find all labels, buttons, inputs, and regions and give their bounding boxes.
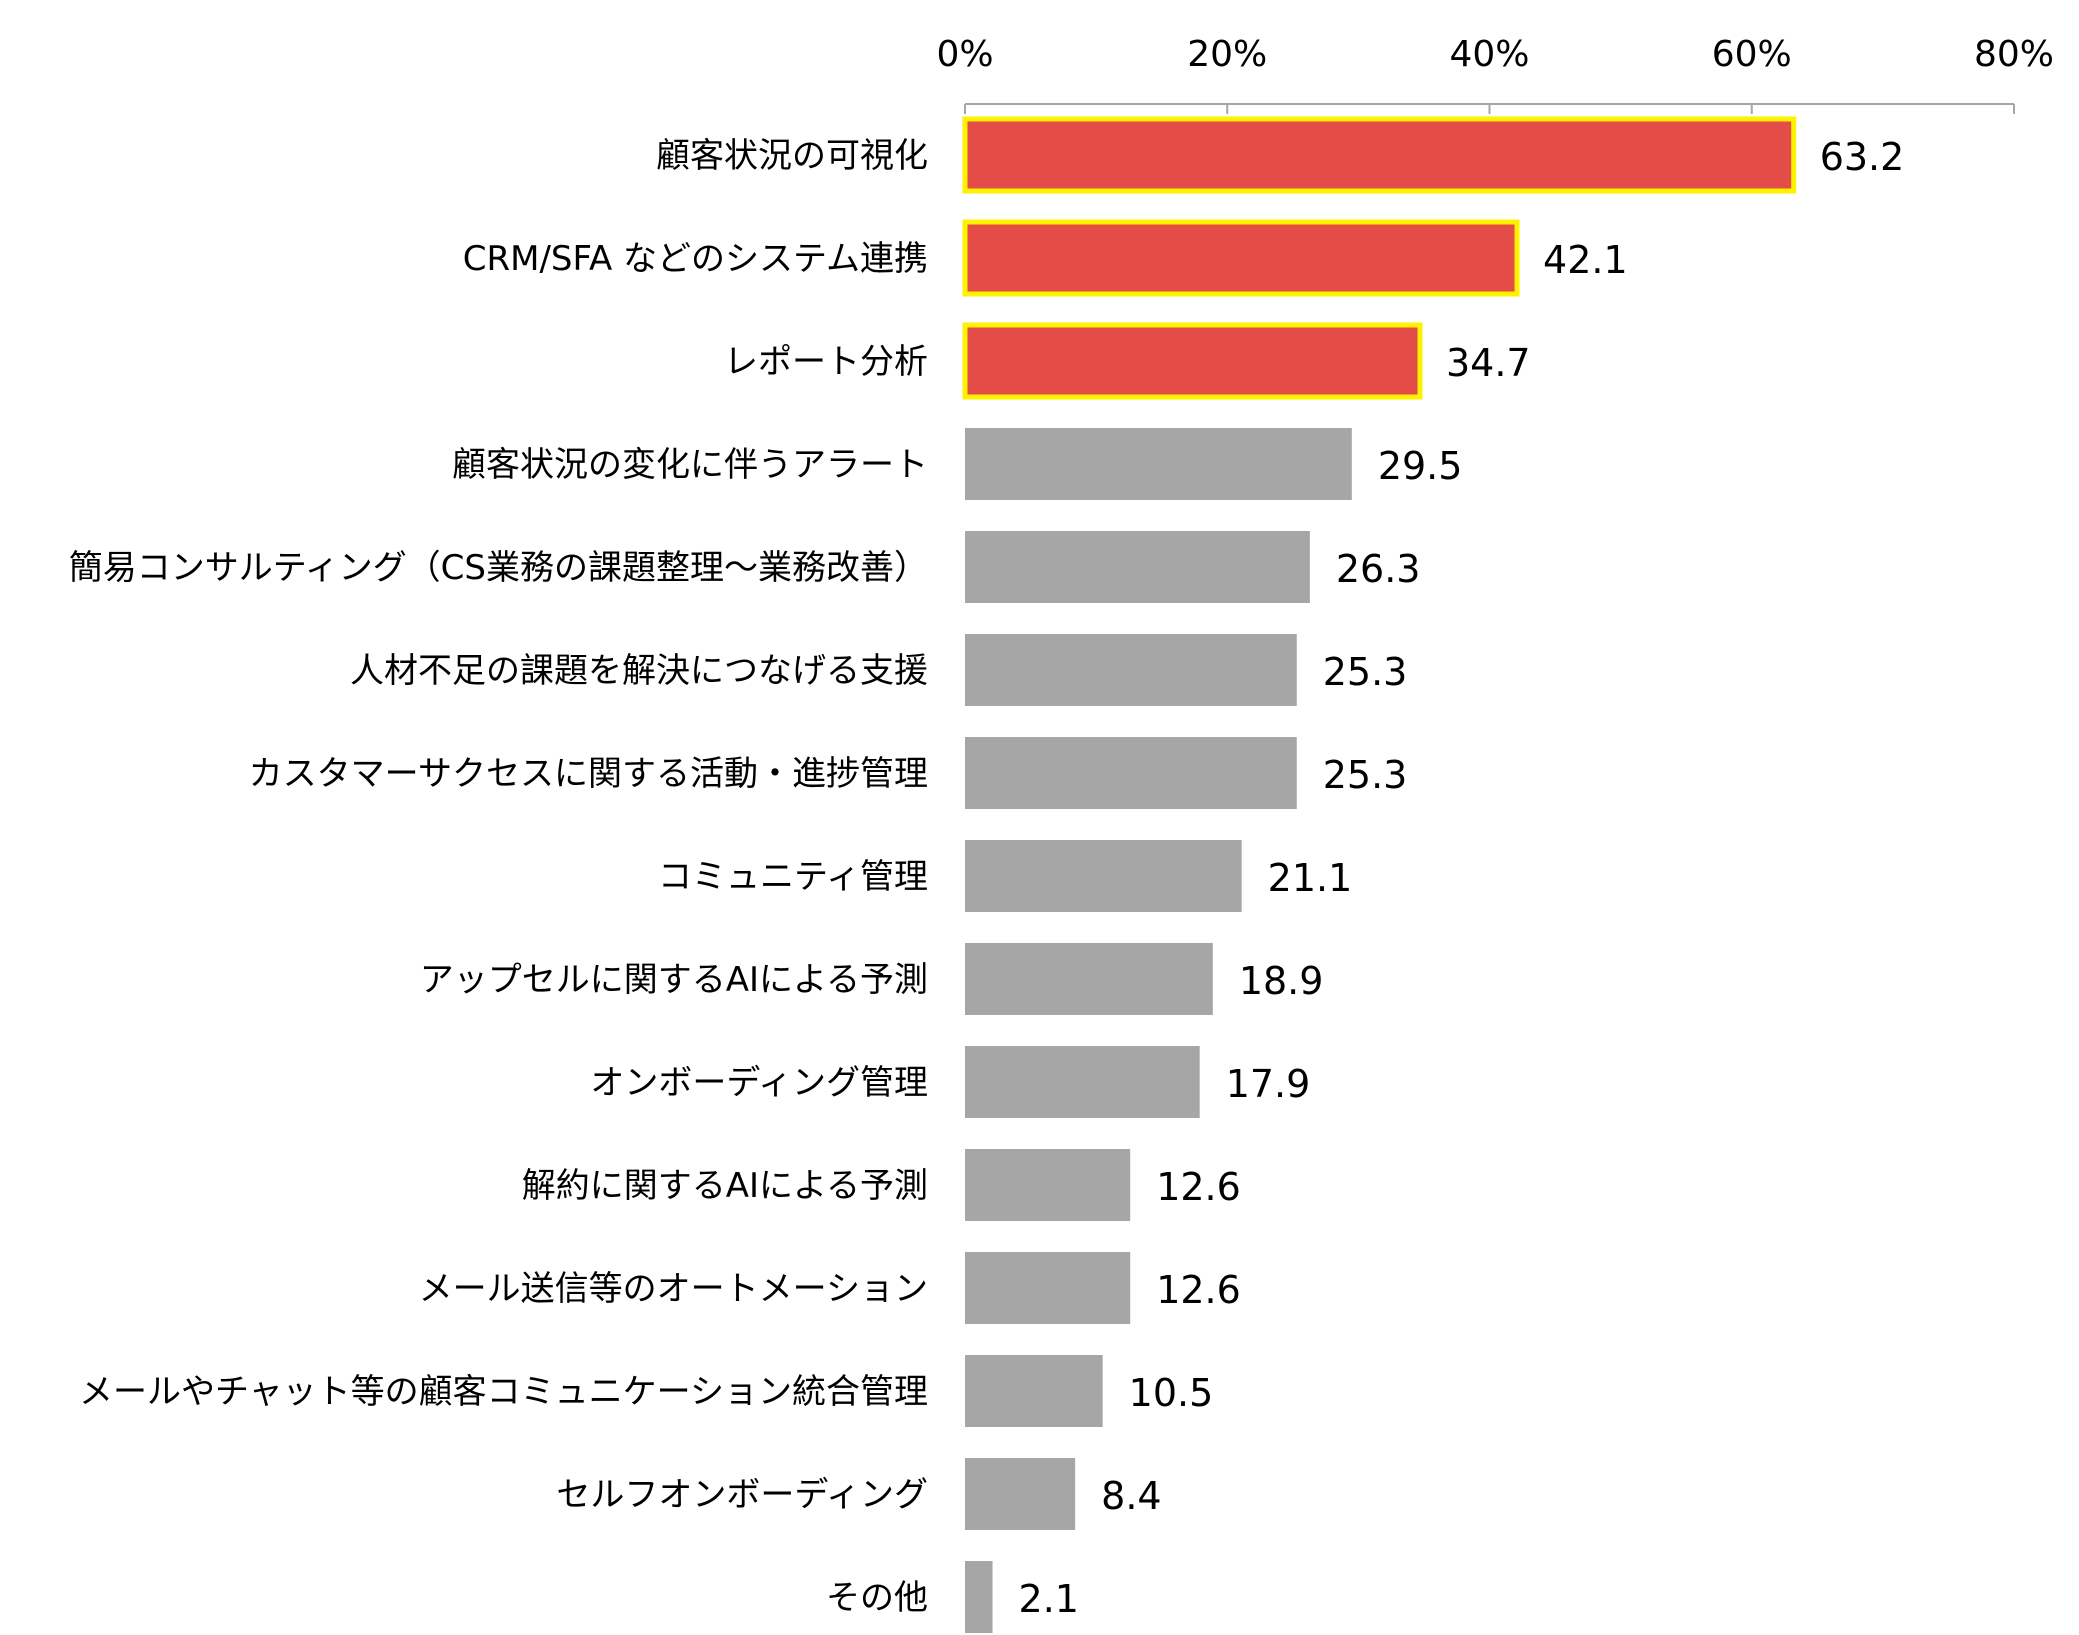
bar: [962, 219, 1520, 297]
category-label: レポート分析: [724, 342, 928, 382]
x-tick-label: 40%: [1449, 34, 1529, 75]
x-tick-label: 0%: [936, 34, 993, 75]
value-label: 34.7: [1446, 341, 1531, 385]
category-label: 解約に関するAIによる予測: [522, 1166, 928, 1206]
value-label: 17.9: [1226, 1062, 1311, 1106]
x-tick-label: 60%: [1712, 34, 1792, 75]
value-label: 12.6: [1156, 1268, 1241, 1312]
category-label: メール送信等のオートメーション: [419, 1269, 928, 1309]
value-label: 2.1: [1019, 1577, 1079, 1621]
category-labels: 顧客状況の可視化 CRM/SFA などのシステム連携レポート分析顧客状況の変化に伴…: [69, 136, 928, 1618]
value-label: 25.3: [1323, 650, 1408, 694]
category-label: セルフオンボーディング: [556, 1475, 928, 1515]
bar: [965, 1355, 1103, 1427]
category-label: 顧客状況の変化に伴うアラート: [452, 445, 928, 485]
value-labels: 63.2 42.1 34.7 29.5 26.3 25.3 25.3 21.1 18.9 17.9…: [1019, 135, 1905, 1621]
bar: [965, 531, 1310, 603]
category-label: カスタマーサクセスに関する活動・進捗管理: [249, 754, 928, 794]
x-tick-label: 80%: [1974, 34, 2054, 75]
category-label: メールやチャット等の顧客コミュニケーション統合管理: [79, 1372, 928, 1412]
category-label: CRM/SFA などのシステム連携: [463, 239, 928, 279]
value-label: 12.6: [1156, 1165, 1241, 1209]
category-label: その他: [826, 1578, 928, 1618]
value-label: 42.1: [1543, 238, 1628, 282]
value-label: 8.4: [1101, 1474, 1161, 1518]
value-label: 25.3: [1323, 753, 1408, 797]
value-label: 18.9: [1239, 959, 1324, 1003]
category-label: 顧客状況の可視化: [656, 136, 928, 176]
bar: [965, 1149, 1131, 1221]
category-label: オンボーディング管理: [590, 1063, 928, 1103]
value-label: 63.2: [1820, 135, 1905, 179]
bar: [962, 116, 1797, 194]
bar: [965, 1252, 1131, 1324]
bar: [965, 1046, 1200, 1118]
value-label: 10.5: [1129, 1371, 1214, 1415]
x-axis: 0% 20% 40% 60% 80%: [936, 34, 2054, 114]
value-label: 26.3: [1336, 547, 1421, 591]
bar: [962, 322, 1423, 400]
bars: [962, 116, 1797, 1633]
category-label: 人材不足の課題を解決につなげる支援: [350, 651, 928, 691]
value-label: 29.5: [1378, 444, 1463, 488]
x-tick-label: 20%: [1187, 34, 1267, 75]
value-label: 21.1: [1268, 856, 1353, 900]
category-label: コミュニティ管理: [658, 857, 928, 897]
bar: [965, 1561, 993, 1633]
bar: [965, 840, 1242, 912]
category-label: 簡易コンサルティング（CS業務の課題整理～業務改善）: [69, 548, 928, 588]
category-label: アップセルに関するAIによる予測: [420, 960, 928, 1000]
bar: [965, 1458, 1076, 1530]
bar: [965, 943, 1213, 1015]
bar: [965, 737, 1297, 809]
bar: [965, 634, 1297, 706]
bar: [965, 428, 1352, 500]
